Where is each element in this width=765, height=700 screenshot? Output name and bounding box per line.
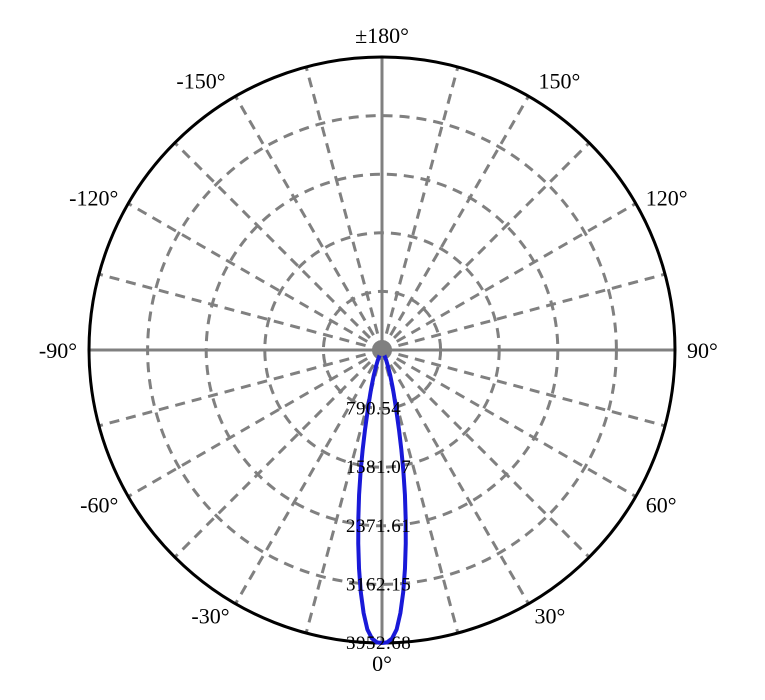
radial-label: 1581.07	[346, 457, 411, 478]
polar-chart: ±180° 150° 120° 90° 60° 30° 0° -30° -60° -90° -120…	[0, 0, 765, 700]
angle-label: -90°	[39, 338, 77, 363]
polar-chart-svg: ±180° 150° 120° 90° 60° 30° 0° -30° -60° -90° -120…	[0, 0, 765, 700]
angle-label: -30°	[191, 604, 229, 629]
radial-label: 3952.68	[346, 633, 411, 654]
radial-label: 2371.61	[346, 516, 411, 537]
angle-label: ±180°	[355, 23, 409, 48]
center-hub	[376, 344, 388, 356]
angle-label: 0°	[372, 651, 392, 676]
angle-label: -150°	[176, 68, 225, 93]
radial-label: 3162.15	[346, 574, 411, 595]
angle-label: 150°	[539, 68, 581, 93]
angle-label: 30°	[535, 604, 566, 629]
radial-label: 790.54	[346, 399, 401, 420]
angle-label: 60°	[646, 493, 677, 518]
angle-label: 120°	[646, 186, 688, 211]
angle-label: -120°	[69, 186, 118, 211]
angle-label: -60°	[80, 493, 118, 518]
angle-label: 90°	[687, 338, 718, 363]
